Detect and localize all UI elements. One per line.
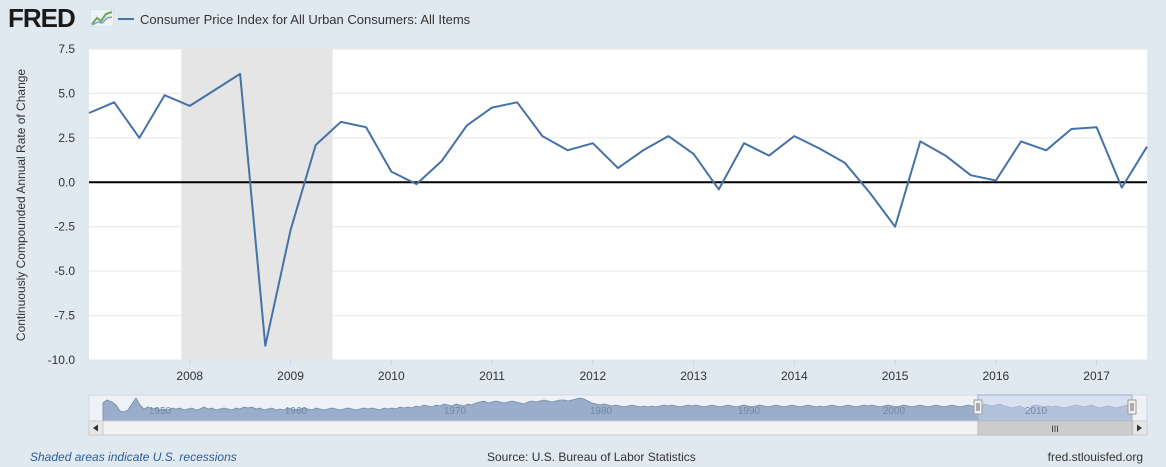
x-axis-ticks: 2008 2009 2010 2011 2012 2013 2014 2015 2016 2017: [176, 360, 1110, 383]
recession-note[interactable]: Shaded areas indicate U.S. recessions: [30, 450, 237, 464]
navigator-left-handle[interactable]: [973, 399, 983, 415]
navigator-year-label: 1980: [590, 406, 613, 417]
scrollbar-thumb[interactable]: [977, 420, 1133, 436]
series-layer: [88, 72, 1148, 347]
y-tick-label: -5.0: [54, 264, 75, 278]
chart-header: FRED Consumer Price Index for All Urban …: [0, 0, 1166, 40]
legend[interactable]: Consumer Price Index for All Urban Consu…: [118, 10, 470, 28]
navigator-right-handle[interactable]: [1127, 399, 1137, 415]
navigator[interactable]: 1950 1960 1970 1980 1990 2000 2010: [88, 394, 1148, 422]
navigator-year-label: 2000: [883, 406, 906, 417]
legend-swatch: [118, 18, 134, 20]
site-link[interactable]: fred.stlouisfed.org: [1047, 450, 1143, 464]
navigator-year-label: 1970: [444, 406, 467, 417]
y-tick-label: -2.5: [54, 220, 75, 234]
x-tick-label: 2014: [781, 369, 808, 383]
y-axis-ticks: 7.5 5.0 2.5 0.0 -2.5 -5.0 -7.5 -10.0: [48, 42, 76, 367]
y-tick-label: 0.0: [58, 175, 75, 189]
legend-label: Consumer Price Index for All Urban Consu…: [140, 11, 471, 27]
navigator-year-label: 1950: [149, 406, 172, 417]
navigator-series-area: [102, 397, 1133, 422]
x-tick-label: 2008: [176, 369, 203, 383]
y-axis-title: Continuously Compounded Annual Rate of C…: [14, 69, 28, 342]
y-tick-label: -7.5: [54, 309, 75, 323]
fred-chart-icon: [90, 9, 114, 27]
x-tick-label: 2009: [277, 369, 304, 383]
navigator-year-labels: 1950 1960 1970 1980 1990 2000 2010: [149, 406, 1048, 417]
recession-bands: [181, 49, 333, 360]
y-tick-label: 2.5: [58, 131, 75, 145]
navigator-year-label: 2010: [1025, 406, 1048, 417]
y-tick-label: 7.5: [58, 42, 75, 56]
x-tick-label: 2012: [579, 369, 606, 383]
fred-logo[interactable]: FRED: [8, 3, 76, 33]
x-tick-label: 2010: [378, 369, 405, 383]
navigator-year-label: 1960: [285, 406, 308, 417]
scrollbar[interactable]: III: [88, 420, 1148, 436]
x-tick-label: 2013: [680, 369, 707, 383]
y-tick-label: 5.0: [58, 86, 75, 100]
x-tick-label: 2017: [1083, 369, 1110, 383]
x-tick-label: 2015: [882, 369, 909, 383]
navigator-year-label: 1990: [738, 406, 761, 417]
scrollbar-grip: III: [1051, 424, 1059, 434]
y-tick-label: -10.0: [48, 353, 76, 367]
source-note: Source: U.S. Bureau of Labor Statistics: [487, 450, 696, 464]
x-tick-label: 2011: [479, 369, 505, 383]
recession-band: [181, 49, 333, 360]
navigator-selection[interactable]: [977, 394, 1133, 422]
scroll-right-arrow-icon: [1137, 424, 1142, 432]
x-tick-label: 2016: [983, 369, 1010, 383]
scroll-left-arrow-icon: [93, 424, 98, 432]
